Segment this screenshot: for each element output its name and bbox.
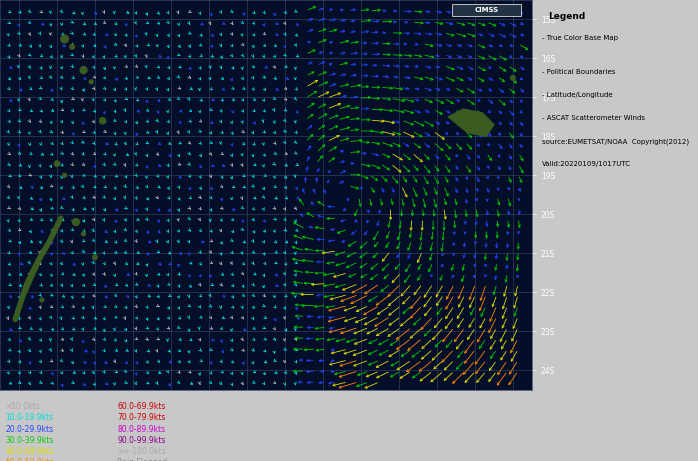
- Text: - Latitude/Longitude: - Latitude/Longitude: [542, 92, 612, 98]
- Text: 80.0-89.9kts: 80.0-89.9kts: [117, 425, 165, 433]
- Text: - Political Boundaries: - Political Boundaries: [542, 69, 615, 75]
- Text: >=-100.0kts: >=-100.0kts: [117, 447, 165, 456]
- Circle shape: [54, 161, 59, 166]
- Text: Rain Flagged: Rain Flagged: [117, 458, 167, 461]
- Circle shape: [89, 80, 93, 84]
- Circle shape: [40, 298, 44, 302]
- Text: 40.0-49.9kts: 40.0-49.9kts: [6, 447, 54, 456]
- Polygon shape: [15, 218, 61, 319]
- Circle shape: [82, 232, 85, 236]
- Text: - ASCAT Scatterometer Winds: - ASCAT Scatterometer Winds: [542, 115, 645, 121]
- Circle shape: [511, 76, 515, 80]
- Text: 20.0-29.9kts: 20.0-29.9kts: [6, 425, 54, 433]
- Text: 50.0-59.9kts: 50.0-59.9kts: [6, 458, 54, 461]
- Circle shape: [93, 255, 97, 260]
- Text: 70.0-79.9kts: 70.0-79.9kts: [117, 414, 165, 422]
- Text: 90.0-99.9kts: 90.0-99.9kts: [117, 436, 165, 444]
- Text: Valid:20220109/1017UTC: Valid:20220109/1017UTC: [542, 161, 631, 167]
- Circle shape: [63, 173, 66, 177]
- Text: 60.0-69.9kts: 60.0-69.9kts: [117, 402, 165, 411]
- Circle shape: [80, 66, 87, 74]
- Circle shape: [70, 44, 75, 49]
- Text: Legend: Legend: [549, 12, 586, 21]
- Circle shape: [61, 35, 68, 43]
- FancyBboxPatch shape: [452, 4, 521, 16]
- Circle shape: [100, 118, 105, 124]
- Text: CIMSS: CIMSS: [475, 7, 499, 13]
- Text: 30.0-39.9kts: 30.0-39.9kts: [6, 436, 54, 444]
- Circle shape: [73, 219, 80, 225]
- Text: 10.0-19.9kts: 10.0-19.9kts: [6, 414, 54, 422]
- Polygon shape: [448, 109, 494, 136]
- Text: source:EUMETSAT/NOAA  Copyright(2012): source:EUMETSAT/NOAA Copyright(2012): [542, 138, 689, 145]
- Text: <10.0kts: <10.0kts: [6, 402, 40, 411]
- Text: - True Color Base Map: - True Color Base Map: [542, 35, 618, 41]
